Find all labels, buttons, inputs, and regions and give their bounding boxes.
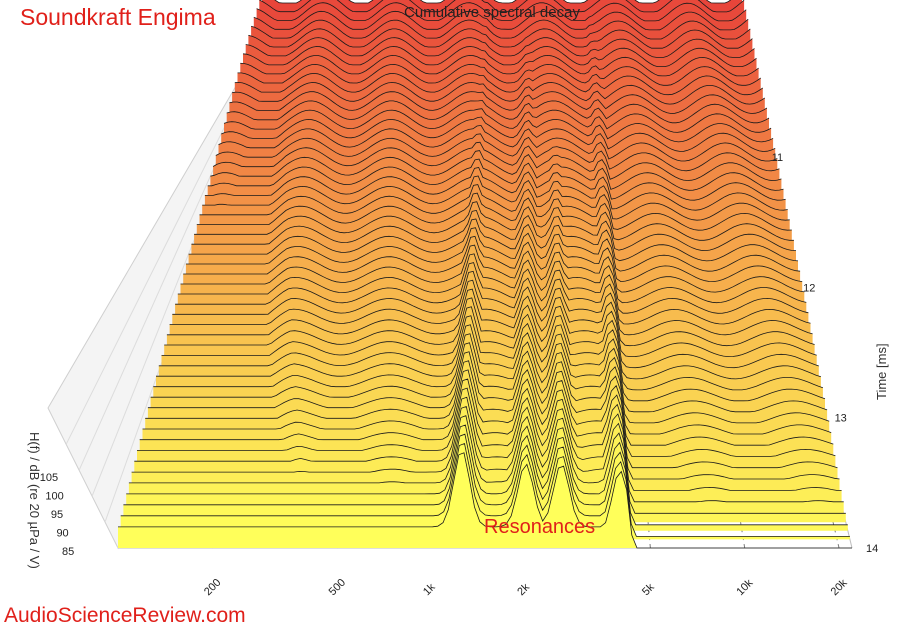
slice-line xyxy=(248,28,753,49)
slice-line xyxy=(218,124,776,152)
slice-line xyxy=(175,262,809,314)
watermark: AudioScienceReview.com xyxy=(4,604,246,627)
slice-fill xyxy=(123,434,848,531)
y-tick-label: 85 xyxy=(62,546,74,558)
slice-line xyxy=(204,167,786,201)
slice-line xyxy=(153,333,826,402)
slice-line xyxy=(274,0,732,4)
x-tick-label: 2k xyxy=(515,581,532,598)
slice-line xyxy=(188,218,799,262)
slice-line xyxy=(232,82,766,105)
slice-fill xyxy=(134,397,840,497)
slice-line xyxy=(240,54,759,77)
slice-line xyxy=(212,141,780,172)
x-tick-label: 500 xyxy=(327,577,348,598)
y-tick-label: 105 xyxy=(40,472,58,484)
slice-line xyxy=(169,279,813,336)
slice-line xyxy=(172,270,811,325)
slice-line xyxy=(191,209,797,252)
slice-fill xyxy=(128,415,844,514)
brand-title: Soundkraft Engima xyxy=(20,4,216,30)
slice-fill xyxy=(131,406,842,505)
annotation-resonances: Resonances xyxy=(484,516,596,538)
x-tick-label: 5k xyxy=(640,581,657,598)
z-tick-label: 12 xyxy=(803,282,815,294)
slice-line xyxy=(256,2,747,22)
slice-line xyxy=(234,72,764,96)
slice-line xyxy=(202,175,788,211)
z-tick-label: 14 xyxy=(866,543,878,555)
slice-line xyxy=(139,378,836,457)
slice-line xyxy=(253,10,749,31)
slice-line xyxy=(199,184,790,221)
slice-line xyxy=(245,37,755,58)
slice-fill xyxy=(118,452,852,548)
slice-line xyxy=(118,452,852,549)
x-tick-label: 1k xyxy=(421,581,438,598)
slice-line xyxy=(259,0,745,13)
z-tick-label: 13 xyxy=(835,413,847,425)
slice-line xyxy=(158,315,822,380)
slice-fill xyxy=(126,425,846,523)
slice-line xyxy=(177,253,807,304)
slice-line xyxy=(250,19,751,40)
y-tick-label: 90 xyxy=(56,527,68,539)
slice-line xyxy=(147,351,830,424)
y-tick-label: 100 xyxy=(45,490,63,502)
slice-line xyxy=(145,360,832,435)
slice-line xyxy=(120,442,850,537)
slice-line xyxy=(134,396,840,480)
x-tick-label: 20k xyxy=(829,577,850,598)
slice-line xyxy=(126,424,846,514)
slice-line xyxy=(196,192,792,231)
slice-line xyxy=(137,387,838,469)
z-tick-label: 11 xyxy=(772,152,783,164)
slice-line xyxy=(185,227,801,272)
slices xyxy=(118,0,852,549)
slice-line xyxy=(128,415,844,503)
slice-line xyxy=(131,405,842,491)
slice-line xyxy=(229,91,768,114)
slice-line xyxy=(237,63,761,86)
x-tick-label: 10k xyxy=(734,577,755,598)
slice-line xyxy=(161,306,819,369)
slice-line xyxy=(123,433,848,526)
slice-line xyxy=(166,288,815,347)
slice-line xyxy=(223,108,772,133)
slice-line xyxy=(194,201,794,241)
slice-line xyxy=(180,244,805,293)
slice-line xyxy=(242,46,757,67)
slice-line xyxy=(142,369,834,446)
y-tick-label: 95 xyxy=(51,509,63,521)
slice-line xyxy=(210,150,782,182)
slice-line xyxy=(215,133,778,162)
y-axis-title: H(f) / dB (re 20 µPa / V) xyxy=(27,432,42,569)
slice-line xyxy=(226,99,770,124)
slice-line xyxy=(207,158,784,191)
chart-title: Cumulative spectral decay xyxy=(404,4,580,21)
slice-line xyxy=(164,297,817,358)
grid-line-y xyxy=(65,69,254,445)
slice-line xyxy=(183,235,803,283)
slice-line xyxy=(150,342,828,413)
z-axis-title: Time [ms] xyxy=(874,343,889,400)
slice-line xyxy=(221,116,774,143)
x-tick-label: 200 xyxy=(202,577,223,598)
slice-line xyxy=(156,324,824,391)
